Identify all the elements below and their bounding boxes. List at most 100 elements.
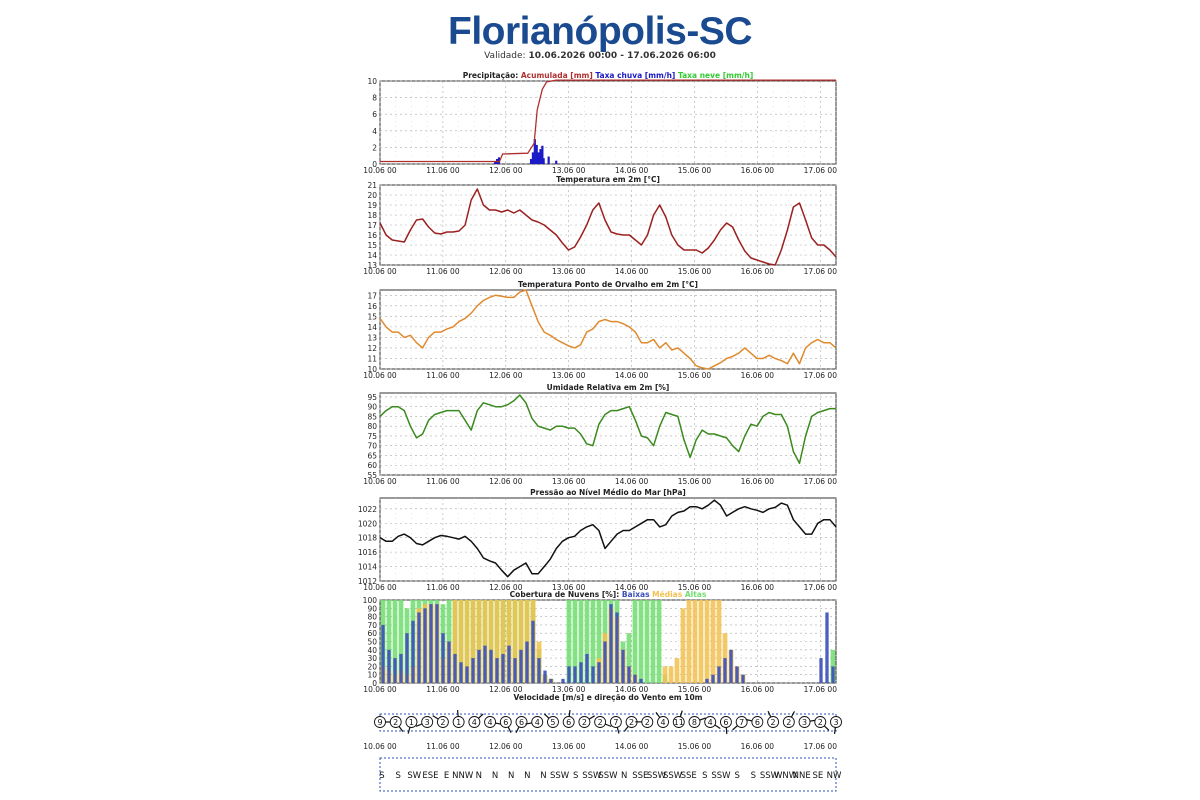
wind-speed-label: 3 <box>833 718 838 727</box>
rain-rate-bar <box>535 144 538 164</box>
y-tick-label: 90 <box>367 604 377 613</box>
wind-direction-label: S <box>573 771 578 781</box>
wind-speed-circle <box>782 716 795 728</box>
wind-speed-label: 7 <box>613 718 618 727</box>
y-tick-label: 18 <box>367 211 377 220</box>
cloud-low-bar <box>525 641 529 683</box>
cloud-low-bar <box>831 666 835 683</box>
wind-speed-circle <box>688 716 701 728</box>
cloud-mid-bar <box>680 608 686 683</box>
cloud-mid-bar <box>668 666 674 683</box>
wind-direction-label: SSW <box>760 771 780 781</box>
wind-speed-circle <box>468 716 481 728</box>
cloud-high-bar <box>578 600 584 683</box>
x-tick-label: 12.06 00 <box>489 267 523 276</box>
y-tick-label: 12 <box>367 344 377 353</box>
cloud-mid-bar <box>500 600 506 683</box>
y-tick-label: 21 <box>367 181 377 190</box>
y-tick-label: 65 <box>367 451 377 460</box>
x-tick-label: 11.06 00 <box>426 267 460 276</box>
cloud-low-bar <box>387 649 391 683</box>
y-tick-label: 1014 <box>358 563 377 572</box>
cloud-low-bar <box>393 658 397 683</box>
cloud-low-bar <box>495 658 499 683</box>
cloud-mid-bar <box>470 600 476 683</box>
wind-direction-label: N <box>508 771 514 781</box>
y-tick-label: 16 <box>367 231 377 240</box>
temperature-chart: Temperatura em 2m [°C] 131415161718192021… <box>363 175 837 276</box>
wind-speed-label: 2 <box>598 718 603 727</box>
x-tick-label: 16.06 00 <box>741 267 775 276</box>
rain-rate-bar <box>497 157 501 164</box>
x-tick-label: 13.06 00 <box>552 267 586 276</box>
y-tick-label: 15 <box>367 241 377 250</box>
y-tick-label: 10 <box>367 365 377 374</box>
wind-speed-circle <box>421 716 434 728</box>
wind-direction-label: N <box>540 771 546 781</box>
wind-speed-circle <box>830 716 842 728</box>
plot-frame <box>379 392 837 476</box>
cloud-low-bar <box>579 662 583 683</box>
wind-chart: Velocidade [m/s] e direção do Vento em 1… <box>363 693 842 792</box>
chart-title: Precipitação: Acumulada [mm] Taxa chuva … <box>463 71 754 80</box>
cloud-low-bar <box>501 653 505 683</box>
cloud-mid-bar <box>704 600 710 683</box>
x-tick-label: 13.06 00 <box>552 685 586 694</box>
wind-direction-label: E <box>444 771 449 781</box>
wind-speed-circle <box>657 716 669 728</box>
cloud-high-bar <box>644 600 650 683</box>
wind-direction-label: SSW <box>598 771 618 781</box>
x-tick-label: 14.06 00 <box>615 742 649 751</box>
wind-speed-label: 7 <box>739 718 744 727</box>
wind-speed-label: 2 <box>393 718 398 727</box>
y-tick-label: 70 <box>367 442 377 451</box>
y-tick-label: 8 <box>372 94 377 103</box>
wind-direction-label: SSE <box>681 771 697 781</box>
cloud-low-bar <box>447 641 451 683</box>
wind-direction-label: N <box>492 771 498 781</box>
x-tick-label: 16.06 00 <box>741 742 775 751</box>
y-tick-label: 100 <box>363 596 378 605</box>
cloud-mid-bar <box>692 600 698 683</box>
plot-frame <box>379 289 837 370</box>
rain-rate-bar <box>529 159 533 164</box>
cloud-low-bar <box>477 649 481 683</box>
wind-speed-circle <box>798 716 811 728</box>
x-tick-label: 10.06 00 <box>363 166 397 175</box>
validity-range: Validade: 10.06.2026 00:00 - 17.06.2026 … <box>0 51 1200 61</box>
cloud-high-bar <box>596 600 602 683</box>
title-part: Baixas <box>619 590 650 599</box>
rain-rate-bar <box>537 152 540 164</box>
x-tick-label: 17.06 00 <box>804 166 838 175</box>
x-tick-label: 12.06 00 <box>489 371 523 380</box>
cloud-low-bar <box>585 653 589 683</box>
wind-speed-label: 2 <box>645 718 650 727</box>
wind-speed-label: 11 <box>674 718 684 727</box>
wind-speed-circle <box>704 716 717 728</box>
rain-rate-bar <box>547 156 550 164</box>
wind-speed-circle <box>562 716 575 728</box>
x-tick-label: 15.06 00 <box>678 267 712 276</box>
cloud-low-bar <box>597 662 601 683</box>
x-tick-label: 15.06 00 <box>678 685 712 694</box>
wind-speed-circle <box>578 716 591 728</box>
rain-rate-bar <box>531 152 535 164</box>
x-tick-label: 16.06 00 <box>741 583 775 592</box>
rain-rate-bar <box>494 161 497 164</box>
cloud-mid-bar <box>494 600 500 683</box>
y-tick-label: 85 <box>367 412 377 421</box>
x-tick-label: 12.06 00 <box>489 685 523 694</box>
temperature-line <box>379 188 837 266</box>
x-tick-label: 11.06 00 <box>426 371 460 380</box>
cloud-mid-bar <box>482 600 488 683</box>
cloud-mid-bar <box>686 600 692 683</box>
y-tick-label: 60 <box>367 461 377 470</box>
chart-title: Pressão ao Nível Médio do Mar [hPa] <box>530 488 686 497</box>
cloud-low-bar <box>435 604 439 683</box>
wind-speed-label: 5 <box>550 718 555 727</box>
cloud-mid-bar <box>464 600 470 683</box>
y-tick-label: 11 <box>367 354 377 363</box>
x-tick-label: 14.06 00 <box>615 166 649 175</box>
rain-rate-bar <box>533 139 536 164</box>
